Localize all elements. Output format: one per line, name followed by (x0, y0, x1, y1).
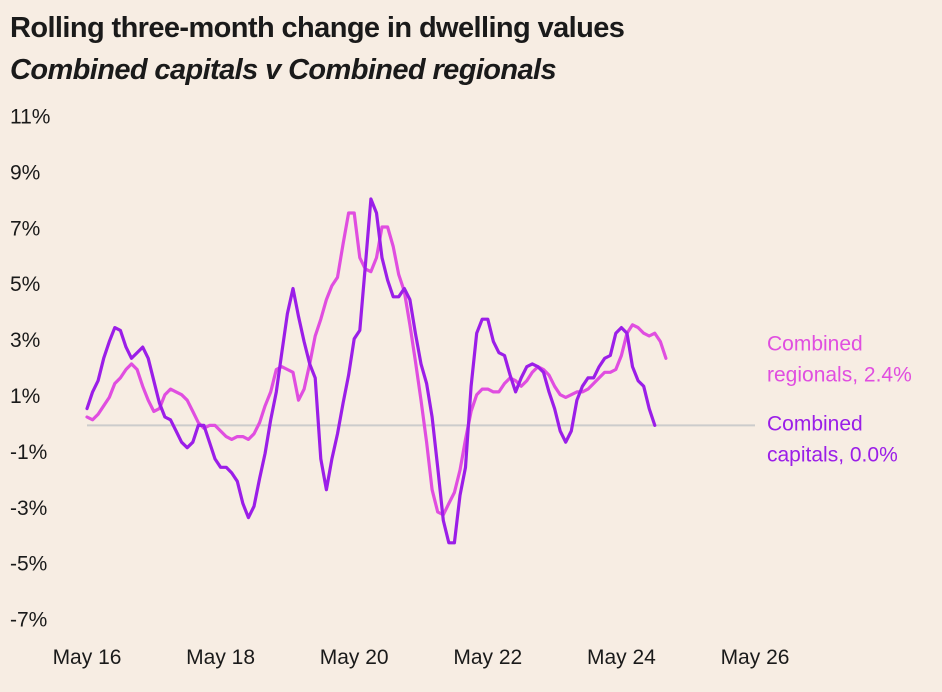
y-tick-label: 1% (10, 385, 40, 408)
y-tick-label: 11% (10, 106, 50, 129)
y-tick-label: 5% (10, 273, 40, 296)
x-tick-label: May 22 (453, 646, 522, 669)
y-tick-label: -3% (10, 497, 47, 520)
series-label-combined-regionals: Combined (767, 333, 863, 356)
y-tick-label: -1% (10, 441, 47, 464)
series-layer (85, 197, 668, 545)
y-tick-label: 7% (10, 217, 40, 240)
x-tick-label: May 20 (320, 646, 389, 669)
y-tick-label: -7% (10, 609, 47, 632)
series-line-combined-capitals (85, 197, 657, 545)
series-label-combined-capitals: capitals, 0.0% (767, 444, 898, 467)
y-tick-label: -5% (10, 553, 47, 576)
chart-title: Rolling three-month change in dwelling v… (10, 12, 625, 44)
x-tick-label: May 24 (587, 646, 656, 669)
x-tick-label: May 26 (721, 646, 790, 669)
series-label-combined-regionals: regionals, 2.4% (767, 364, 912, 387)
x-tick-label: May 16 (53, 646, 122, 669)
series-line-combined-regionals (85, 211, 668, 517)
y-axis: 11% 9% 7% 5% 3% 1% -1% -3% -5% -7% (10, 106, 50, 632)
end-labels: Combined regionals, 2.4% Combined capitals,… (767, 333, 912, 467)
series-label-combined-capitals: Combined (767, 413, 863, 436)
y-tick-label: 3% (10, 329, 40, 352)
y-tick-label: 9% (10, 161, 40, 184)
x-axis: May 16 May 18 May 20 May 22 May 24 May 26 (53, 646, 790, 669)
x-tick-label: May 18 (186, 646, 255, 669)
chart-subtitle: Combined capitals v Combined regionals (10, 54, 557, 86)
